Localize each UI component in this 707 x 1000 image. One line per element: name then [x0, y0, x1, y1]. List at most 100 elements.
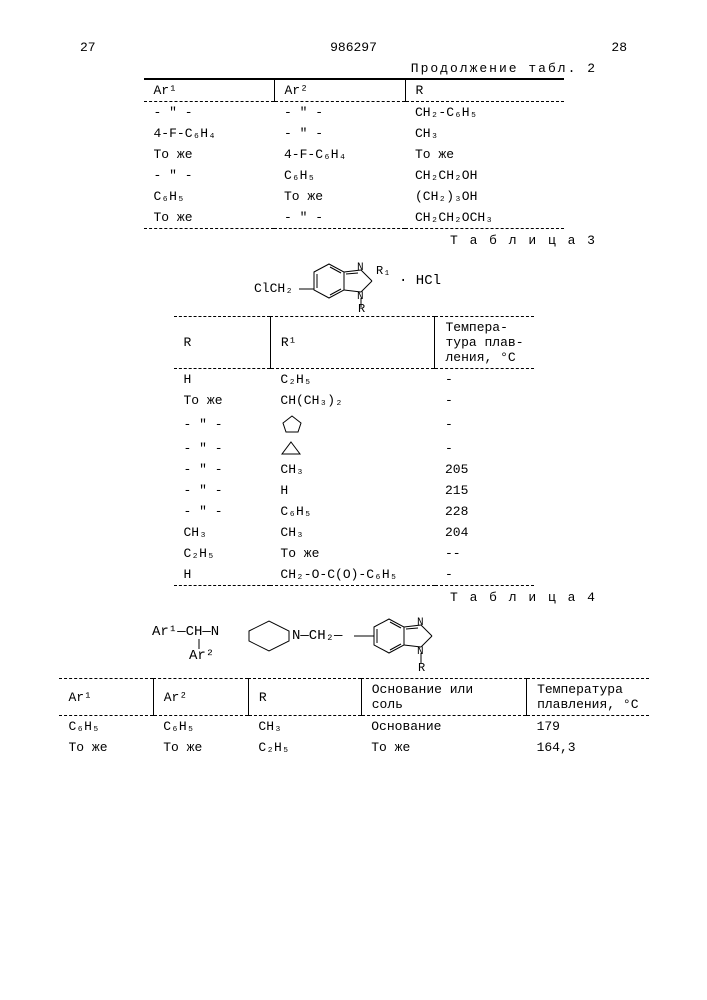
table-row: - " -C₆H₅228: [174, 501, 534, 522]
table-cell: 228: [435, 501, 534, 522]
table-cell: CH₃: [248, 716, 361, 737]
table-row: C₆H₅C₆H₅CH₃Основание179: [59, 716, 649, 737]
table-cell: CH(CH₃)₂: [270, 390, 435, 411]
table-cell: -: [435, 369, 534, 390]
table3-h0: R: [174, 317, 271, 369]
table4: Ar¹ Ar² R Основание или соль Температура…: [59, 678, 649, 758]
table2-caption: Продолжение табл. 2: [50, 61, 597, 76]
table-cell: То же: [270, 543, 435, 564]
table-row: - " --: [174, 437, 534, 459]
table-cell: [270, 437, 435, 459]
table-cell: - " -: [174, 501, 271, 522]
table-cell: H: [270, 480, 435, 501]
table4-header-row: Ar¹ Ar² R Основание или соль Температура…: [59, 679, 649, 716]
table-cell: То же: [174, 390, 271, 411]
table-cell: Основание: [361, 716, 526, 737]
table4-h2: R: [248, 679, 361, 716]
table-cell: --: [435, 543, 534, 564]
svg-text:R: R: [418, 661, 425, 674]
table-row: То жеТо жеC₂H₅То же164,3: [59, 737, 649, 758]
table-cell: - " -: [174, 411, 271, 437]
table-cell: CH₂CH₂OCH₃: [405, 207, 564, 229]
table3-header-row: R R¹ Темпера- тура плав- ления, °С: [174, 317, 534, 369]
table-cell: То же: [59, 737, 154, 758]
table-row: - " -C₆H₅CH₂CH₂OH: [144, 165, 564, 186]
table-cell: C₆H₅: [153, 716, 248, 737]
svg-text:N: N: [417, 617, 424, 629]
table-cell: - " -: [274, 123, 405, 144]
table-cell: CH₃: [270, 522, 435, 543]
table4-formula: Ar¹—CH—N Ar² N—CH₂— N N R: [50, 609, 657, 674]
cyclopropyl-icon: [280, 440, 302, 456]
svg-text:N—CH₂—: N—CH₂—: [292, 628, 343, 644]
table-row: То же4-F-C₆H₄То же: [144, 144, 564, 165]
table-cell: 204: [435, 522, 534, 543]
svg-text:Ar²: Ar²: [189, 648, 214, 664]
table-cell: 4-F-C₆H₄: [144, 123, 275, 144]
table-cell: CH₂-C₆H₅: [405, 102, 564, 123]
table-row: - " -- " -CH₂-C₆H₅: [144, 102, 564, 123]
cyclopentyl-icon: [280, 414, 304, 434]
table-cell: C₂H₅: [270, 369, 435, 390]
table4-h1: Ar²: [153, 679, 248, 716]
table-row: C₂H₅То же--: [174, 543, 534, 564]
table3-formula: ClCH₂ N N R₁ R · HCl: [50, 252, 657, 312]
table2-h1: Ar²: [274, 80, 405, 102]
table-cell: То же: [274, 186, 405, 207]
table-cell: C₆H₅: [144, 186, 275, 207]
table-row: HC₂H₅-: [174, 369, 534, 390]
table-cell: То же: [361, 737, 526, 758]
table-cell: C₆H₅: [59, 716, 154, 737]
table-cell: 4-F-C₆H₄: [274, 144, 405, 165]
table4-caption: Т а б л и ц а 4: [50, 590, 597, 605]
table4-h0: Ar¹: [59, 679, 154, 716]
svg-text:Ar¹—CH—N: Ar¹—CH—N: [152, 624, 219, 640]
table-row: То жеCH(CH₃)₂-: [174, 390, 534, 411]
table4-h3: Основание или соль: [361, 679, 526, 716]
table-cell: То же: [405, 144, 564, 165]
table-cell: 215: [435, 480, 534, 501]
table-cell: C₂H₅: [248, 737, 361, 758]
table-cell: То же: [144, 207, 275, 229]
table-row: - " -H215: [174, 480, 534, 501]
page-left: 27: [80, 40, 96, 55]
table-cell: То же: [144, 144, 275, 165]
piperazine-benzimidazole-icon: Ar¹—CH—N Ar² N—CH₂— N N R: [144, 609, 564, 674]
table-cell: CH₂CH₂OH: [405, 165, 564, 186]
table-cell: C₂H₅: [174, 543, 271, 564]
table-row: CH₃CH₃204: [174, 522, 534, 543]
table-row: 4-F-C₆H₄- " -CH₃: [144, 123, 564, 144]
table3: R R¹ Темпера- тура плав- ления, °С HC₂H₅…: [174, 316, 534, 586]
benzimidazole-icon: ClCH₂ N N R₁ R · HCl: [254, 252, 454, 312]
table-row: То же- " -CH₂CH₂OCH₃: [144, 207, 564, 229]
table2-h0: Ar¹: [144, 80, 275, 102]
page-header: 27 986297 28: [80, 40, 627, 55]
svg-text:N: N: [417, 646, 424, 658]
page-right: 28: [611, 40, 627, 55]
table-cell: C₆H₅: [274, 165, 405, 186]
table-row: - " -CH₃205: [174, 459, 534, 480]
table-cell: - " -: [274, 102, 405, 123]
table-cell: CH₂-O-C(O)-C₆H₅: [270, 564, 435, 586]
table-cell: -: [435, 564, 534, 586]
table-cell: - " -: [174, 437, 271, 459]
table-cell: -: [435, 390, 534, 411]
table2-header-row: Ar¹ Ar² R: [144, 80, 564, 102]
table-cell: - " -: [144, 165, 275, 186]
svg-text:· HCl: · HCl: [399, 273, 441, 289]
table-cell: H: [174, 369, 271, 390]
table-cell: C₆H₅: [270, 501, 435, 522]
table-cell: [270, 411, 435, 437]
table3-h1: R¹: [270, 317, 435, 369]
table-cell: - " -: [274, 207, 405, 229]
table-cell: CH₃: [405, 123, 564, 144]
table2-h2: R: [405, 80, 564, 102]
table3-h2: Темпера- тура плав- ления, °С: [435, 317, 534, 369]
table-row: HCH₂-O-C(O)-C₆H₅-: [174, 564, 534, 586]
table-row: C₆H₅То же(CH₂)₃OH: [144, 186, 564, 207]
table-cell: H: [174, 564, 271, 586]
svg-text:R: R: [358, 302, 365, 312]
table-cell: -: [435, 411, 534, 437]
table-cell: CH₃: [270, 459, 435, 480]
page-middle: 986297: [330, 40, 377, 55]
